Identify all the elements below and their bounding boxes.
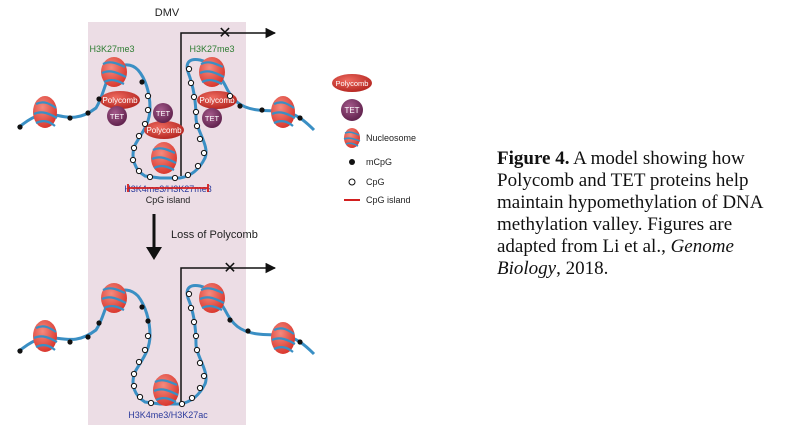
svg-text:Polycomb: Polycomb [199, 96, 235, 105]
cpg-island-label: CpG island [146, 195, 191, 205]
top-bottom-mark-label: H3K4me3/H3K27me3 [124, 184, 212, 194]
bottom-panel: ✕ [17, 260, 316, 420]
h3k27me3-left-label: H3K27me3 [89, 44, 134, 54]
bottom-mark-label: H3K4me3/H3K27ac [128, 410, 208, 420]
nucleosome [101, 57, 127, 87]
legend-mcpg: mCpG [349, 157, 392, 167]
nucleosome [151, 142, 177, 174]
bottom-tss-line [180, 262, 277, 402]
legend-tet: TET [341, 99, 363, 121]
cpg-markers [130, 290, 208, 408]
caption-journal: Genome Biology [497, 236, 734, 279]
nucleosome [271, 322, 296, 354]
svg-text:TET: TET [344, 106, 359, 115]
svg-text:Polycomb: Polycomb [146, 126, 182, 135]
mcpg-markers [17, 304, 303, 354]
svg-text:CpG: CpG [366, 177, 385, 187]
svg-text:Nucleosome: Nucleosome [366, 133, 416, 143]
nucleosome [271, 96, 296, 128]
dmv-region [88, 22, 246, 425]
nucleosome [101, 283, 127, 313]
svg-text:Polycomb: Polycomb [336, 79, 369, 88]
nucleosome [199, 283, 225, 313]
svg-text:mCpG: mCpG [366, 157, 392, 167]
svg-text:TET: TET [156, 109, 171, 118]
polycomb-complex: Polycomb [100, 91, 140, 109]
legend: Polycomb TET Nucleosome mCpG CpG CpG isl… [332, 74, 416, 205]
cpg-markers [129, 65, 234, 182]
svg-text:TET: TET [205, 114, 220, 123]
legend-cpg: CpG [348, 177, 385, 187]
tet-protein: TET [202, 108, 222, 128]
nucleosome [153, 374, 179, 406]
h3k27me3-right-label: H3K27me3 [189, 44, 234, 54]
top-blocked-mark: ✕ [218, 25, 231, 42]
top-panel: ✕ H3K27me3 H3K27me3 Polycomb [17, 25, 316, 205]
loss-of-polycomb-label: Loss of Polycomb [171, 229, 258, 241]
legend-nucleosome: Nucleosome [343, 128, 416, 148]
svg-text:TET: TET [110, 112, 125, 121]
cpg-island-bar [127, 184, 209, 192]
tet-protein: TET [107, 106, 127, 126]
bottom-blocked-mark: ✕ [223, 260, 236, 277]
caption-year: , 2018. [556, 258, 609, 279]
nucleosome [33, 320, 58, 352]
caption-figure-label: Figure 4. [497, 148, 570, 169]
transition-arrow [146, 214, 162, 260]
mcpg-markers [17, 79, 303, 130]
svg-text:CpG island: CpG island [366, 195, 411, 205]
nucleosome [199, 57, 225, 87]
figure-caption: Figure 4. A model showing how Polycomb a… [497, 148, 792, 280]
nucleosome [33, 96, 58, 128]
tet-protein: TET [153, 103, 173, 123]
svg-text:Polycomb: Polycomb [102, 96, 138, 105]
polycomb-complex: Polycomb [144, 121, 184, 139]
caption-text: A model showing how Polycomb and TET pro… [497, 148, 763, 257]
legend-polycomb: Polycomb [332, 74, 372, 92]
dmv-label: DMV [155, 7, 180, 19]
legend-cpg-island: CpG island [344, 195, 411, 205]
